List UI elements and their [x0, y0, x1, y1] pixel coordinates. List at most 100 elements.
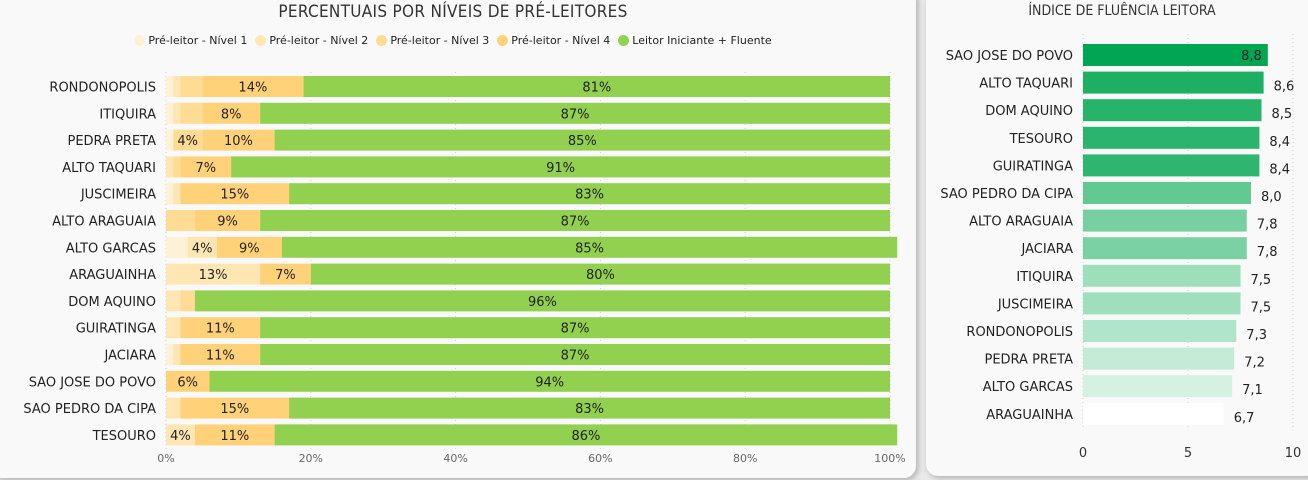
index-bar	[1083, 292, 1241, 315]
bar-segment-pre-leitor-nivel-4	[202, 129, 275, 151]
data-label: 85%	[575, 241, 604, 256]
index-bar	[1083, 209, 1247, 232]
data-label: 15%	[220, 402, 249, 417]
x-tick-label: 60%	[588, 452, 612, 465]
bar-segment-leitor-iniciante-fluente	[289, 397, 891, 419]
data-label: 83%	[575, 402, 604, 417]
data-label: 96%	[528, 295, 557, 310]
data-label: 7%	[275, 268, 296, 283]
category-label: ALTO GARCAS	[983, 380, 1073, 395]
data-label: 11%	[220, 429, 249, 444]
x-tick-label: 80%	[733, 452, 757, 465]
bar-segment-leitor-iniciante-fluente	[303, 76, 890, 97]
fluency-index-chart: 0 5 10 SAO JOSE DO POVO 8,8 ALTO TAQUARI 8,6 DO…	[940, 34, 1301, 461]
bar-segment-pre-leitor-nivel-2	[173, 344, 181, 365]
legend-dot-icon	[255, 35, 267, 46]
value-label: 7,8	[1257, 245, 1278, 260]
data-label: 81%	[582, 81, 611, 96]
value-label: 7,8	[1257, 218, 1278, 233]
legend-item-pre-leitor-nivel-1[interactable]: Pré-leitor - Nível 1	[134, 34, 247, 47]
category-label: PEDRA PRETA	[984, 353, 1073, 368]
value-label: 7,2	[1244, 356, 1265, 371]
data-label: 87%	[561, 349, 590, 364]
value-label: 7,5	[1251, 300, 1272, 315]
bar-segment-pre-leitor-nivel-2	[166, 156, 174, 178]
bar-segment-leitor-iniciante-fluente	[194, 290, 890, 312]
data-label: 94%	[535, 375, 564, 390]
bar-segment-pre-leitor-nivel-2	[166, 317, 181, 339]
data-label: 4%	[192, 241, 213, 256]
category-label: SAO JOSE DO POVO	[29, 375, 156, 390]
category-label: SAO JOSE DO POVO	[946, 49, 1073, 64]
bar-segment-leitor-iniciante-fluente	[281, 236, 898, 258]
data-label: 8%	[221, 107, 242, 122]
value-label: 6,7	[1234, 411, 1255, 426]
category-label: DOM AQUINO	[68, 295, 156, 310]
category-label: ALTO TAQUARI	[979, 77, 1073, 92]
bar-segment-leitor-iniciante-fluente	[274, 424, 898, 446]
bar-segment-pre-leitor-nivel-4	[166, 370, 210, 392]
data-label: 9%	[239, 241, 260, 256]
category-label: ALTO TAQUARI	[62, 161, 156, 176]
bar-segment-pre-leitor-nivel-2	[166, 290, 181, 312]
data-label: 10%	[224, 134, 253, 149]
bar-segment-leitor-iniciante-fluente	[231, 156, 890, 178]
legend-item-pre-leitor-nivel-4[interactable]: Pré-leitor - Nível 4	[497, 34, 610, 47]
value-label: 8,0	[1261, 190, 1282, 205]
legend-label: Pré-leitor - Nível 2	[269, 34, 369, 47]
value-label: 7,5	[1251, 273, 1272, 288]
data-label: 87%	[561, 107, 590, 122]
category-label: SAO PEDRO DA CIPA	[23, 402, 156, 417]
data-label: 15%	[220, 188, 249, 203]
data-label: 11%	[206, 322, 235, 337]
bar-segment-pre-leitor-nivel-4	[180, 156, 232, 178]
legend-label: Pré-leitor - Nível 3	[390, 34, 490, 47]
bar-segment-leitor-iniciante-fluente	[289, 183, 891, 205]
bar-segment-pre-leitor-nivel-3	[173, 156, 181, 178]
value-label: 8,5	[1272, 107, 1293, 122]
bar-segment-pre-leitor-nivel-4	[194, 210, 261, 231]
data-label: 11%	[206, 349, 235, 364]
category-label: TESOURO	[1009, 132, 1073, 147]
legend-item-pre-leitor-nivel-2[interactable]: Pré-leitor - Nível 2	[255, 34, 368, 47]
category-label: JACIARA	[1021, 242, 1074, 257]
value-label: 7,1	[1242, 383, 1263, 398]
data-label: 87%	[561, 215, 590, 230]
index-bar	[1083, 264, 1241, 287]
value-label: 7,3	[1246, 328, 1267, 343]
category-label: GUIRATINGA	[993, 159, 1073, 174]
index-bar	[1083, 154, 1260, 177]
data-label: 87%	[561, 322, 590, 337]
bar-segment-pre-leitor-nivel-1	[166, 76, 174, 97]
bar-segment-pre-leitor-nivel-1	[166, 183, 174, 205]
bar-segment-pre-leitor-nivel-2	[173, 183, 181, 205]
index-bar	[1083, 182, 1251, 204]
bar-segment-pre-leitor-nivel-2	[173, 76, 181, 97]
bar-segment-leitor-iniciante-fluente	[260, 317, 890, 339]
bar-segment-pre-leitor-nivel-1	[166, 236, 188, 258]
bar-segment-pre-leitor-nivel-4	[180, 183, 290, 205]
bar-segment-pre-leitor-nivel-4	[202, 102, 261, 124]
data-label: 14%	[238, 81, 267, 96]
bar-segment-pre-leitor-nivel-1	[166, 344, 174, 365]
legend-dot-icon	[497, 35, 509, 46]
legend-item-pre-leitor-nivel-3[interactable]: Pré-leitor - Nível 3	[376, 34, 489, 47]
index-bar	[1083, 347, 1235, 370]
category-label: JUSCIMEIRA	[997, 297, 1073, 312]
legend-dot-icon	[618, 35, 630, 46]
data-label: 83%	[575, 188, 604, 203]
data-label: 13%	[199, 268, 228, 283]
data-label: 86%	[571, 429, 600, 444]
data-label: 85%	[568, 134, 597, 149]
bar-segment-pre-leitor-nivel-3	[173, 129, 203, 151]
index-bar	[1083, 237, 1247, 260]
legend-item-leitor-iniciante-fluente[interactable]: Leitor Iniciante + Fluente	[618, 34, 772, 47]
category-label: ARAGUAINHA	[986, 408, 1073, 423]
data-label: 4%	[177, 134, 198, 149]
category-label: RONDONOPOLIS	[49, 81, 156, 96]
data-label: 80%	[586, 268, 615, 283]
value-label: 8,4	[1269, 135, 1290, 150]
bar-segment-pre-leitor-nivel-3	[166, 210, 195, 231]
category-label: PEDRA PRETA	[67, 134, 156, 149]
value-label: 8,6	[1274, 80, 1295, 95]
